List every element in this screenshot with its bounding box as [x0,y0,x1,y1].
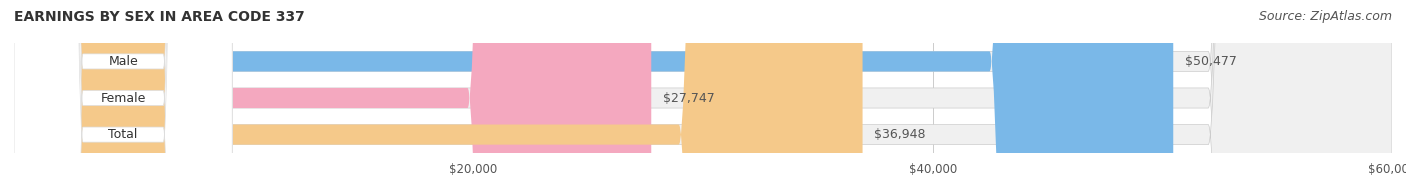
FancyBboxPatch shape [14,0,651,196]
FancyBboxPatch shape [14,0,862,196]
Text: Source: ZipAtlas.com: Source: ZipAtlas.com [1258,10,1392,23]
FancyBboxPatch shape [14,0,232,196]
Text: $27,747: $27,747 [662,92,714,104]
Text: $50,477: $50,477 [1185,55,1237,68]
FancyBboxPatch shape [14,0,1392,196]
Text: Male: Male [108,55,138,68]
FancyBboxPatch shape [14,0,1392,196]
FancyBboxPatch shape [14,0,232,196]
FancyBboxPatch shape [14,0,1173,196]
Text: $36,948: $36,948 [875,128,925,141]
Text: EARNINGS BY SEX IN AREA CODE 337: EARNINGS BY SEX IN AREA CODE 337 [14,10,305,24]
FancyBboxPatch shape [14,0,1392,196]
FancyBboxPatch shape [14,0,232,196]
Text: Total: Total [108,128,138,141]
Text: Female: Female [100,92,146,104]
